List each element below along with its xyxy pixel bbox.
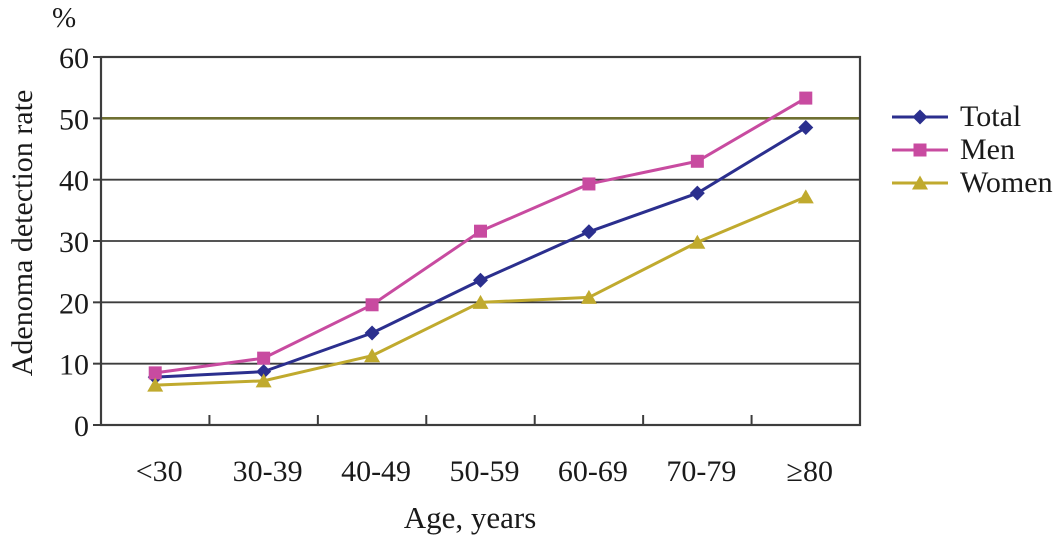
x-tick-labels: <30 30-39 40-49 50-59 60-69 70-79 ≥80 (136, 455, 833, 488)
y-tick-label: 0 (74, 410, 89, 443)
x-axis-title: Age, years (403, 500, 537, 535)
square-marker (474, 224, 487, 238)
legend-item-women: Women (891, 166, 1053, 199)
triangle-marker (472, 294, 489, 309)
square-marker (257, 351, 271, 365)
axis-ticks (93, 56, 753, 426)
series-men (148, 91, 813, 380)
diamond-marker (256, 364, 272, 380)
legend-item-men: Men (891, 133, 1053, 166)
y-tick-label: 30 (59, 226, 89, 259)
square-marker (799, 91, 813, 105)
x-tick-label: 30-39 (233, 455, 303, 488)
y-tick-label: 20 (59, 287, 89, 320)
diamond-marker (689, 185, 705, 201)
triangle-marker (255, 373, 272, 388)
legend-label-women: Women (960, 165, 1053, 199)
diamond-marker (364, 325, 380, 341)
triangle-marker (364, 348, 381, 363)
x-tick-label: ≥80 (787, 455, 833, 488)
triangle-marker (580, 289, 597, 304)
square-marker (690, 154, 704, 168)
y-tick-label: 10 (59, 349, 89, 382)
gridlines (101, 117, 860, 365)
triangle-marker (689, 234, 706, 249)
x-tick-label: 70-79 (666, 455, 736, 488)
y-tick-labels: 0 10 20 30 40 50 60 (59, 42, 89, 443)
diamond-marker (798, 120, 814, 136)
legend-label-total: Total (960, 99, 1022, 133)
diamond-marker (581, 224, 597, 240)
square-marker (913, 143, 927, 156)
triangle-marker (912, 175, 928, 189)
y-tick-label: 40 (59, 165, 89, 198)
x-tick-label: 40-49 (341, 455, 411, 488)
x-tick-label: 50-59 (450, 455, 520, 488)
series-total (147, 120, 814, 385)
legend: Total Men Women (891, 100, 1053, 199)
men-series-marker-icon (892, 143, 948, 156)
legend-label-men: Men (960, 132, 1015, 166)
series-line (153, 126, 808, 379)
series-women (147, 189, 814, 392)
y-tick-label: 50 (59, 103, 89, 136)
x-tick-label: <30 (136, 455, 183, 488)
total-series-marker-icon (892, 109, 948, 124)
legend-item-total: Total (891, 100, 1053, 133)
y-axis-unit-label: % (52, 2, 77, 34)
x-tick-label: 60-69 (558, 455, 628, 488)
square-marker (148, 366, 162, 380)
diamond-marker (473, 272, 488, 288)
triangle-marker (797, 189, 814, 204)
triangle-marker (147, 377, 164, 392)
y-tick-label: 60 (59, 42, 89, 75)
square-marker (365, 298, 379, 312)
women-series-marker-icon (892, 175, 948, 189)
diamond-marker (912, 109, 928, 124)
square-marker (582, 177, 596, 191)
